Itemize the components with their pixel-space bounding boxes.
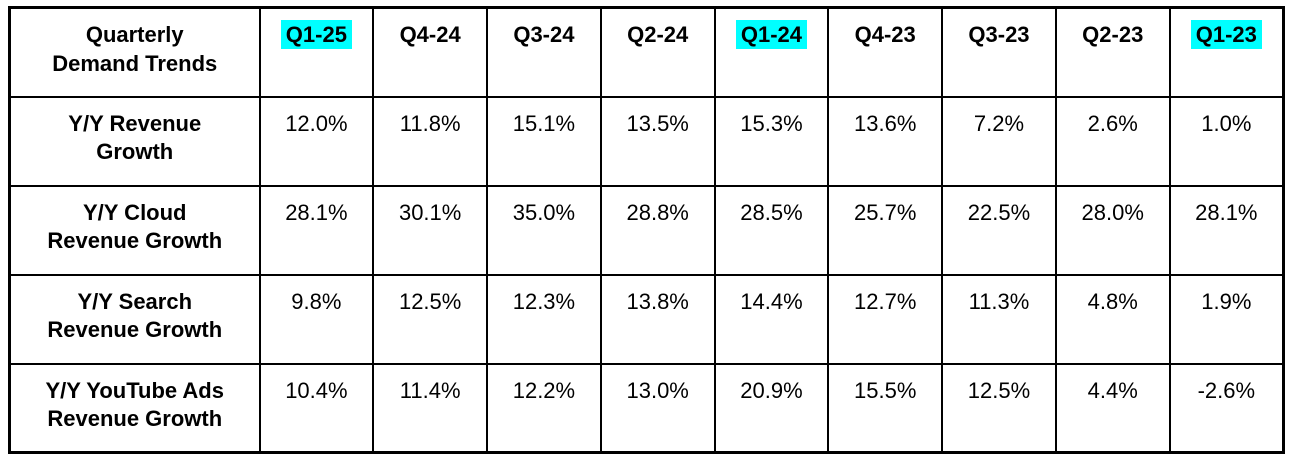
quarter-label: Q3-23 [968, 22, 1030, 47]
row-label-line-1: Y/Y YouTube Ads [45, 377, 224, 403]
cell-cloud-q1-24: 28.5% [713, 184, 830, 276]
cell-cloud-q2-23: 28.0% [1054, 184, 1171, 276]
row-label-search-revenue-growth: Y/Y Search Revenue Growth [8, 273, 261, 365]
table-row-youtube-ads-revenue-growth: Y/Y YouTube Ads Revenue Growth 10.4% 11.… [8, 362, 1285, 454]
cell-search-q2-23: 4.8% [1054, 273, 1171, 365]
cell-youtube-q1-23: -2.6% [1168, 362, 1285, 454]
column-header-q2-23: Q2-23 [1054, 6, 1171, 98]
row-label-line-2: Revenue Growth [47, 317, 223, 343]
table-title-line-1: Quarterly [85, 22, 184, 47]
cell-cloud-q2-24: 28.8% [599, 184, 716, 276]
column-header-q1-24: Q1-24 [713, 6, 830, 98]
cell-youtube-q1-25: 10.4% [258, 362, 375, 454]
cell-search-q3-23: 11.3% [941, 273, 1057, 365]
cell-cloud-q1-25: 28.1% [258, 184, 375, 276]
row-label-cloud-revenue-growth: Y/Y Cloud Revenue Growth [8, 184, 261, 276]
cell-revenue-q4-23: 13.6% [827, 95, 944, 187]
highlighted-quarter-label: Q1-23 [1190, 20, 1262, 49]
cell-youtube-q1-24: 20.9% [713, 362, 830, 454]
cell-search-q1-24: 14.4% [713, 273, 830, 365]
cell-search-q3-24: 12.3% [486, 273, 602, 365]
cell-search-q1-23: 1.9% [1168, 273, 1285, 365]
highlighted-quarter-label: Q1-24 [735, 20, 808, 49]
cell-revenue-q3-23: 7.2% [941, 95, 1057, 187]
table-title-line-2: Demand Trends [52, 50, 218, 76]
cell-revenue-q4-24: 11.8% [372, 95, 489, 187]
cell-youtube-q4-24: 11.4% [372, 362, 489, 454]
quarter-label: Q4-23 [854, 22, 916, 47]
quarter-label: Q2-23 [1082, 22, 1144, 47]
column-header-q2-24: Q2-24 [599, 6, 716, 98]
cell-revenue-q2-23: 2.6% [1054, 95, 1171, 187]
cell-youtube-q3-24: 12.2% [486, 362, 602, 454]
row-label-line-1: Y/Y Search [77, 288, 193, 314]
row-label-line-2: Growth [96, 139, 174, 165]
cell-search-q2-24: 13.8% [599, 273, 716, 365]
cell-revenue-q1-24: 15.3% [713, 95, 830, 187]
row-label-line-2: Revenue Growth [47, 228, 223, 254]
column-header-q1-23: Q1-23 [1168, 6, 1285, 98]
column-header-q3-24: Q3-24 [486, 6, 602, 98]
table-row-revenue-growth: Y/Y Revenue Growth 12.0% 11.8% 15.1% 13.… [8, 95, 1285, 187]
quarter-label: Q2-24 [627, 22, 689, 47]
cell-cloud-q4-24: 30.1% [372, 184, 489, 276]
cell-search-q4-23: 12.7% [827, 273, 944, 365]
quarterly-demand-trends-table: Quarterly Demand Trends Q1-25 Q4-24 Q3-2… [8, 6, 1285, 454]
quarter-label: Q3-24 [513, 22, 575, 47]
row-label-line-2: Revenue Growth [47, 406, 223, 432]
row-label-line-1: Y/Y Cloud [83, 199, 187, 225]
cell-revenue-q3-24: 15.1% [486, 95, 602, 187]
column-header-q4-24: Q4-24 [372, 6, 489, 98]
cell-search-q4-24: 12.5% [372, 273, 489, 365]
cell-search-q1-25: 9.8% [258, 273, 375, 365]
cell-youtube-q2-24: 13.0% [599, 362, 716, 454]
table-row-cloud-revenue-growth: Y/Y Cloud Revenue Growth 28.1% 30.1% 35.… [8, 184, 1285, 276]
cell-cloud-q3-23: 22.5% [941, 184, 1057, 276]
column-header-q4-23: Q4-23 [827, 6, 944, 98]
table-title: Quarterly Demand Trends [8, 6, 261, 98]
row-label-line-1: Y/Y Revenue [68, 110, 202, 136]
header-row: Quarterly Demand Trends Q1-25 Q4-24 Q3-2… [8, 6, 1285, 98]
cell-revenue-q1-25: 12.0% [258, 95, 375, 187]
column-header-q1-25: Q1-25 [258, 6, 375, 98]
highlighted-quarter-label: Q1-25 [280, 20, 352, 49]
table-row-search-revenue-growth: Y/Y Search Revenue Growth 9.8% 12.5% 12.… [8, 273, 1285, 365]
cell-cloud-q3-24: 35.0% [486, 184, 602, 276]
cell-cloud-q4-23: 25.7% [827, 184, 944, 276]
cell-cloud-q1-23: 28.1% [1168, 184, 1285, 276]
quarter-label: Q4-24 [399, 22, 461, 47]
row-label-revenue-growth: Y/Y Revenue Growth [8, 95, 261, 187]
cell-revenue-q2-24: 13.5% [599, 95, 716, 187]
cell-youtube-q3-23: 12.5% [941, 362, 1057, 454]
cell-revenue-q1-23: 1.0% [1168, 95, 1285, 187]
row-label-youtube-ads-revenue-growth: Y/Y YouTube Ads Revenue Growth [8, 362, 261, 454]
cell-youtube-q2-23: 4.4% [1054, 362, 1171, 454]
cell-youtube-q4-23: 15.5% [827, 362, 944, 454]
column-header-q3-23: Q3-23 [941, 6, 1057, 98]
